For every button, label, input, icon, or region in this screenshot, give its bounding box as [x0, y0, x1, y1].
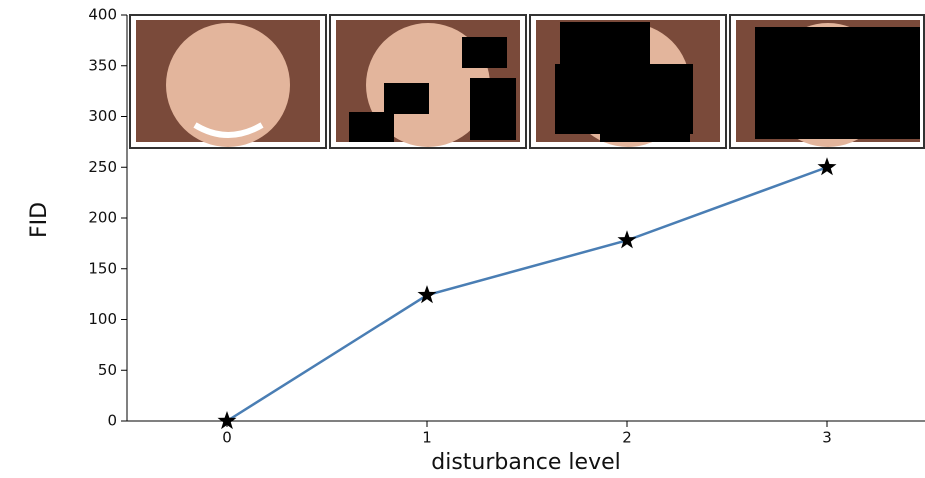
y-tick-label: 150 [88, 259, 117, 277]
y-tick-label: 250 [88, 158, 117, 176]
y-tick-label: 300 [88, 107, 117, 125]
occlusion [755, 27, 920, 139]
y-tick-label: 200 [88, 209, 117, 227]
thumb-face [166, 23, 290, 147]
marker [818, 157, 837, 175]
thumbnail [730, 15, 924, 148]
occlusion [470, 78, 516, 140]
thumbnail [330, 15, 526, 148]
occlusion [600, 100, 690, 142]
y-tick-label: 400 [88, 6, 117, 24]
y-tick-label: 50 [98, 361, 117, 379]
x-tick-label: 2 [622, 429, 632, 447]
x-axis-label: disturbance level [431, 450, 620, 475]
x-tick-label: 0 [222, 429, 232, 447]
y-tick-label: 100 [88, 310, 117, 328]
x-tick-label: 3 [822, 429, 832, 447]
occlusion [462, 37, 507, 68]
y-tick-label: 0 [107, 412, 117, 430]
occlusion [384, 83, 429, 114]
thumbnail [130, 15, 326, 148]
page: disturbance level FID 0 50 100 150 200 250 300… [0, 0, 925, 478]
thumbnail [530, 15, 726, 148]
chart: disturbance level FID 0 50 100 150 200 250 300… [0, 0, 925, 478]
line [227, 167, 827, 421]
y-tick-label: 350 [88, 56, 117, 74]
thumbnails [130, 15, 924, 148]
y-axis-label: FID [27, 202, 52, 238]
marker [618, 230, 637, 248]
x-tick-label: 1 [422, 429, 432, 447]
occlusion [349, 112, 394, 142]
